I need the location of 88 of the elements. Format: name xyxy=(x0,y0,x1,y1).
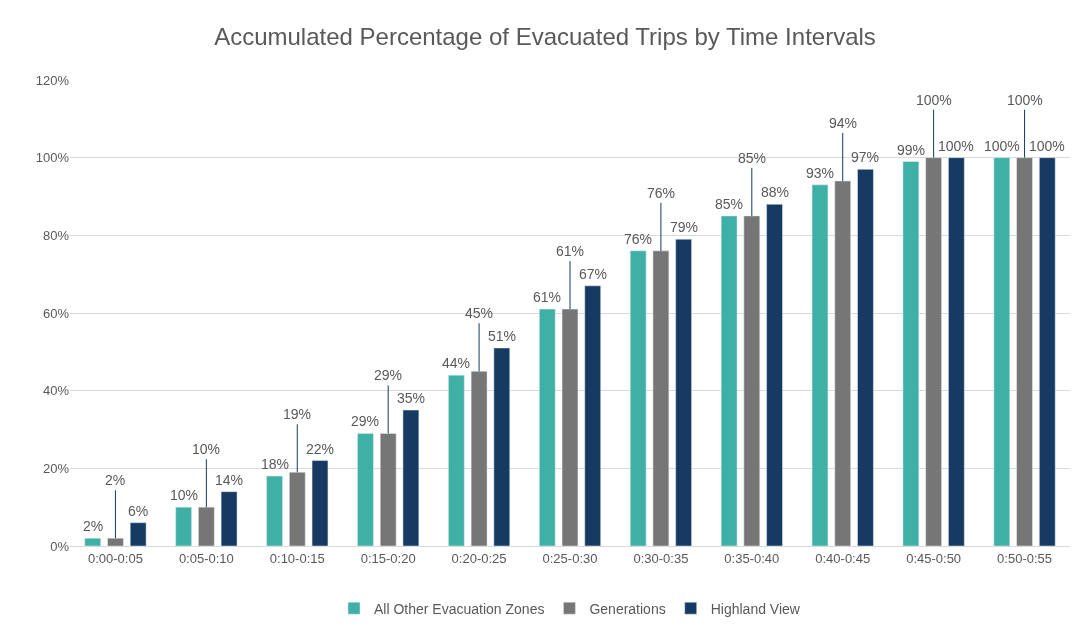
bar xyxy=(84,537,101,546)
y-tick-label: 20% xyxy=(42,460,70,476)
bar xyxy=(198,506,215,546)
legend-label: All Other Evacuation Zones xyxy=(374,600,545,617)
bar xyxy=(652,250,670,546)
bar xyxy=(129,522,147,546)
bar xyxy=(834,180,851,546)
bar xyxy=(448,374,465,546)
data-label: 99% xyxy=(897,142,926,158)
x-tick-label: 0:15-0:20 xyxy=(360,550,416,566)
bar xyxy=(175,506,192,546)
bar xyxy=(493,347,511,546)
bar xyxy=(1039,157,1056,546)
x-tick-label: 0:30-0:35 xyxy=(633,550,689,566)
x-tick-label: 0:35-0:40 xyxy=(724,550,780,566)
data-label: 19% xyxy=(283,406,312,422)
data-label: 93% xyxy=(806,165,835,181)
x-tick-label: 0:10-0:15 xyxy=(269,550,325,566)
x-tick-label: 0:45-0:50 xyxy=(906,550,962,566)
bar xyxy=(629,250,647,546)
data-label: 6% xyxy=(128,503,149,519)
data-label: 100% xyxy=(916,92,952,108)
bar xyxy=(902,161,920,546)
data-label: 51% xyxy=(488,328,517,344)
bar xyxy=(811,184,829,546)
data-label: 35% xyxy=(397,390,426,406)
data-label: 97% xyxy=(851,149,880,165)
x-tick-label: 0:40-0:45 xyxy=(815,550,871,566)
bar xyxy=(289,471,306,546)
legend-label: Highland View xyxy=(710,600,801,617)
data-label: 44% xyxy=(442,355,471,371)
data-label: 29% xyxy=(351,413,380,429)
y-tick-label: 120% xyxy=(35,72,70,88)
data-label: 100% xyxy=(1029,138,1065,154)
bar xyxy=(220,491,238,546)
data-label: 2% xyxy=(105,472,126,488)
bar xyxy=(720,215,738,546)
data-label: 22% xyxy=(306,441,335,457)
data-label: 85% xyxy=(715,196,744,212)
bar xyxy=(584,285,601,546)
data-label: 79% xyxy=(670,219,699,235)
data-label: 100% xyxy=(938,138,974,154)
y-tick-label: 60% xyxy=(42,305,70,321)
data-label: 67% xyxy=(579,266,608,282)
data-label: 10% xyxy=(170,487,199,503)
bar xyxy=(561,308,579,546)
data-label: 88% xyxy=(761,184,790,200)
bar xyxy=(857,169,874,546)
bar xyxy=(357,433,374,546)
data-label: 100% xyxy=(984,138,1020,154)
bar xyxy=(925,157,942,546)
bar xyxy=(311,460,329,546)
x-tick-label: 0:05-0:10 xyxy=(178,550,234,566)
x-tick-label: 0:50-0:55 xyxy=(997,550,1053,566)
bar xyxy=(948,157,965,546)
bar xyxy=(107,537,124,546)
bar xyxy=(1016,157,1033,546)
data-label: 61% xyxy=(556,243,585,259)
bar xyxy=(743,215,761,546)
bar xyxy=(675,238,692,546)
bar xyxy=(539,308,556,546)
x-tick-label: 0:00-0:05 xyxy=(87,550,143,566)
data-label: 10% xyxy=(192,441,221,457)
legend-label: Generations xyxy=(589,600,666,617)
y-tick-label: 80% xyxy=(42,227,70,243)
data-label: 85% xyxy=(738,150,767,166)
y-tick-label: 100% xyxy=(35,150,70,166)
data-label: 29% xyxy=(374,367,403,383)
bar xyxy=(402,409,420,546)
x-tick-label: 0:20-0:25 xyxy=(451,550,507,566)
data-label: 100% xyxy=(1007,92,1043,108)
bar xyxy=(470,371,488,546)
bar xyxy=(379,433,397,546)
bar xyxy=(766,204,783,546)
x-tick-label: 0:25-0:30 xyxy=(542,550,598,566)
data-label: 14% xyxy=(215,472,244,488)
data-label: 61% xyxy=(533,289,562,305)
bar xyxy=(993,157,1011,546)
y-tick-label: 40% xyxy=(42,383,70,399)
data-label: 76% xyxy=(647,185,676,201)
data-label: 94% xyxy=(829,115,858,131)
data-label: 45% xyxy=(465,305,494,321)
data-label: 76% xyxy=(624,231,653,247)
data-label: 18% xyxy=(261,456,290,472)
chart-title: Accumulated Percentage of Evacuated Trips by Time Intervals xyxy=(214,23,876,51)
y-tick-label: 0% xyxy=(50,538,70,554)
bar xyxy=(266,475,283,546)
data-label: 2% xyxy=(83,518,104,534)
